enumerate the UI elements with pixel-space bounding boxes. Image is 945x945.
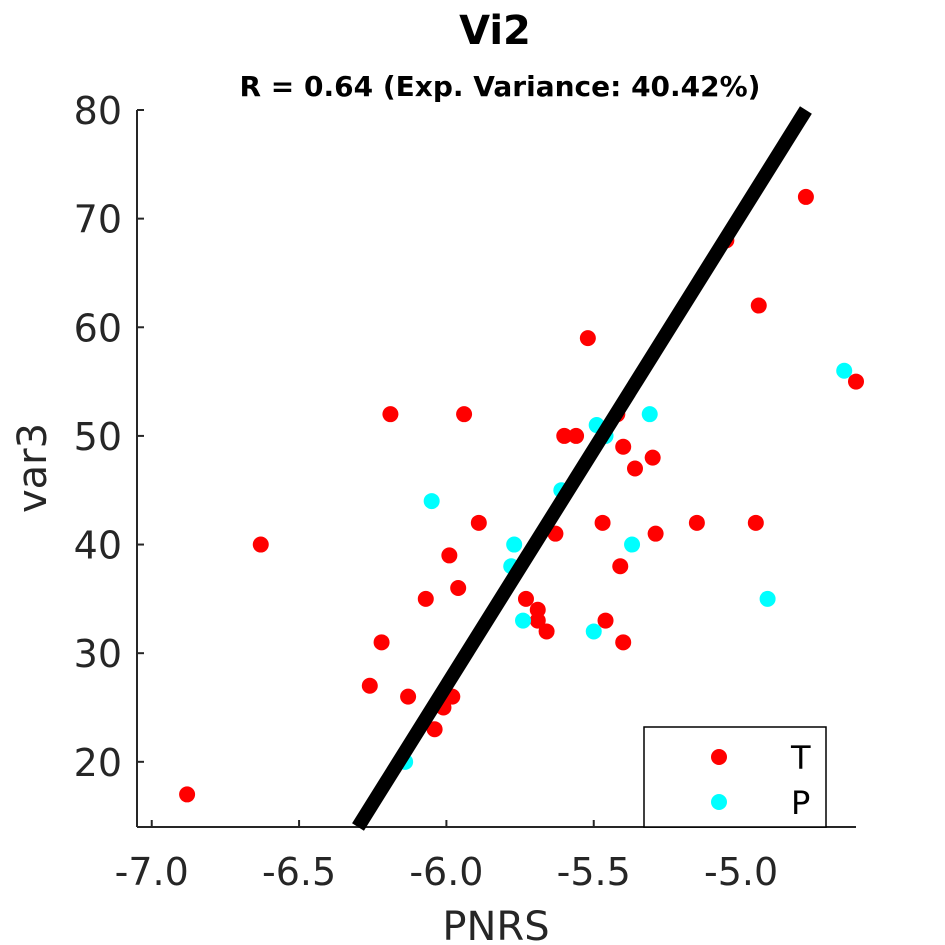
y-tick-label: 80 [74,89,122,133]
x-axis-label: PNRS [442,904,549,945]
data-point [423,493,440,510]
data-point [252,536,269,553]
x-tick-label: -5.5 [557,850,631,894]
data-point [836,362,853,379]
data-point [624,536,641,553]
data-point [641,406,658,423]
data-point [594,514,611,531]
data-point [426,721,443,738]
legend-label-t: T [790,739,811,777]
data-point [585,623,602,640]
x-tick-label: -6.0 [409,850,483,894]
data-point [848,373,864,390]
y-tick-label: 30 [74,632,122,676]
data-point [470,514,487,531]
data-point [441,547,458,564]
legend: T P [643,726,827,828]
chart-title: Vi2 [459,8,531,54]
data-point [688,514,705,531]
fit-line-group [352,106,812,831]
data-point [747,514,764,531]
data-point [615,438,632,455]
axes [136,110,856,828]
x-ticks: -7.0 -6.5 -6.0 -5.5 -5.0 [115,820,778,894]
data-point [382,406,399,423]
data-point [615,634,632,651]
data-point [568,427,585,444]
data-point [579,330,596,347]
data-point [556,427,573,444]
data-point [417,590,434,607]
y-axis-label: var3 [10,423,56,513]
series-t [179,188,864,803]
y-tick-label: 20 [74,741,122,785]
data-point [456,406,473,423]
data-point [179,786,196,803]
data-point [759,590,776,607]
data-point [506,536,523,553]
data-point [400,688,417,705]
y-tick-label: 70 [74,198,122,242]
legend-marker-t [711,749,727,765]
data-point [612,558,629,575]
x-tick-label: -6.5 [262,850,336,894]
data-point [597,612,614,629]
data-point [647,525,664,542]
data-point [626,460,643,477]
data-point [644,449,661,466]
fit-line [352,106,812,831]
x-tick-label: -7.0 [115,850,189,894]
data-point [517,590,534,607]
x-tick-label: -5.0 [704,850,778,894]
data-point [450,580,467,596]
legend-label-p: P [791,784,810,822]
y-tick-label: 40 [74,524,122,568]
data-points [179,188,864,803]
y-ticks: 20 30 40 50 60 70 80 [74,89,144,785]
data-point [515,612,532,629]
data-point [529,612,546,629]
data-point [361,677,378,694]
legend-box [643,726,827,828]
chart-subtitle: R = 0.64 (Exp. Variance: 40.42%) [240,70,761,103]
legend-marker-p [711,794,727,810]
data-point [797,188,814,205]
y-tick-label: 50 [74,415,122,459]
data-point [538,623,555,640]
data-point [750,297,767,314]
data-point [373,634,390,651]
y-tick-label: 60 [74,306,122,350]
